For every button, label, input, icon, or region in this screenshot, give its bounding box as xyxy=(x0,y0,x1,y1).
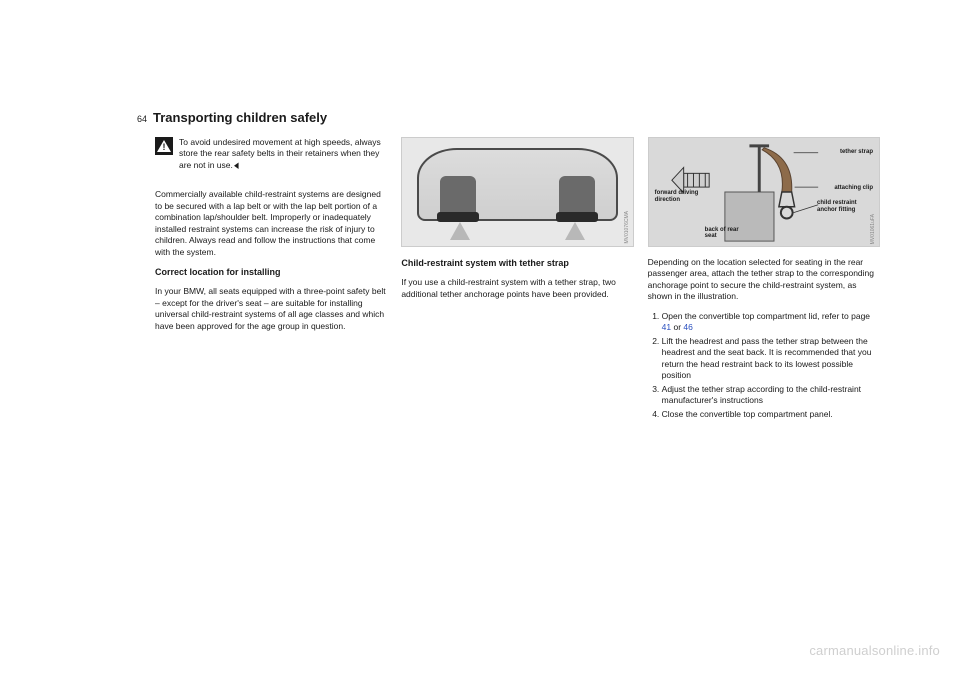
page-header: 64 Transporting children safely xyxy=(137,110,880,125)
diagram-label: tether strap xyxy=(840,148,873,156)
subheading: Child-restraint system with tether strap xyxy=(401,257,633,269)
warning-text: To avoid undesired movement at high spee… xyxy=(179,137,387,171)
step-text: Open the convertible top compartment lid… xyxy=(662,311,870,321)
page-link[interactable]: 46 xyxy=(683,322,692,332)
manual-page: 64 Transporting children safely To avoid… xyxy=(0,0,960,462)
step-text: or xyxy=(671,322,683,332)
column-left: To avoid undesired movement at high spee… xyxy=(155,137,387,422)
body-text: In your BMW, all seats equipped with a t… xyxy=(155,286,387,332)
arrow-up-icon xyxy=(565,222,585,240)
column-right: tether strap attaching clip child restra… xyxy=(648,137,880,422)
arrow-up-icon xyxy=(450,222,470,240)
list-item: Lift the headrest and pass the tether st… xyxy=(662,336,880,382)
diagram-label: back of rear seat xyxy=(705,227,745,240)
warning-icon xyxy=(155,137,173,155)
body-text: Commercially available child-restraint s… xyxy=(155,189,387,258)
content-columns: To avoid undesired movement at high spee… xyxy=(155,137,880,422)
seat-icon xyxy=(559,176,595,216)
figure-seat-arrows: MV01076CMA xyxy=(401,137,633,247)
body-text: If you use a child-restraint system with… xyxy=(401,277,633,300)
end-marker-icon: ◀ xyxy=(234,160,239,171)
instruction-list: Open the convertible top compartment lid… xyxy=(648,311,880,420)
subheading: Correct location for installing xyxy=(155,266,387,278)
watermark-text: carmanualsonline.info xyxy=(809,643,940,658)
figure-id: MV01076CMA xyxy=(624,211,631,244)
body-text: Depending on the location selected for s… xyxy=(648,257,880,303)
warning-body: To avoid undesired movement at high spee… xyxy=(179,137,381,170)
figure-id: MV01061uFA xyxy=(870,214,877,244)
page-link[interactable]: 41 xyxy=(662,322,671,332)
list-item: Close the convertible top compartment pa… xyxy=(662,409,880,420)
page-number: 64 xyxy=(137,114,147,124)
page-title: Transporting children safely xyxy=(153,110,327,125)
seat-icon xyxy=(440,176,476,216)
list-item: Open the convertible top compartment lid… xyxy=(662,311,880,334)
list-item: Adjust the tether strap according to the… xyxy=(662,384,880,407)
diagram-label: forward driving direction xyxy=(655,190,705,203)
column-middle: MV01076CMA Child-restraint system with t… xyxy=(401,137,633,422)
diagram-label: child restraint anchor fitting xyxy=(817,200,873,213)
diagram-label: attaching clip xyxy=(834,184,873,192)
figure-tether-diagram: tether strap attaching clip child restra… xyxy=(648,137,880,247)
warning-note: To avoid undesired movement at high spee… xyxy=(155,137,387,179)
